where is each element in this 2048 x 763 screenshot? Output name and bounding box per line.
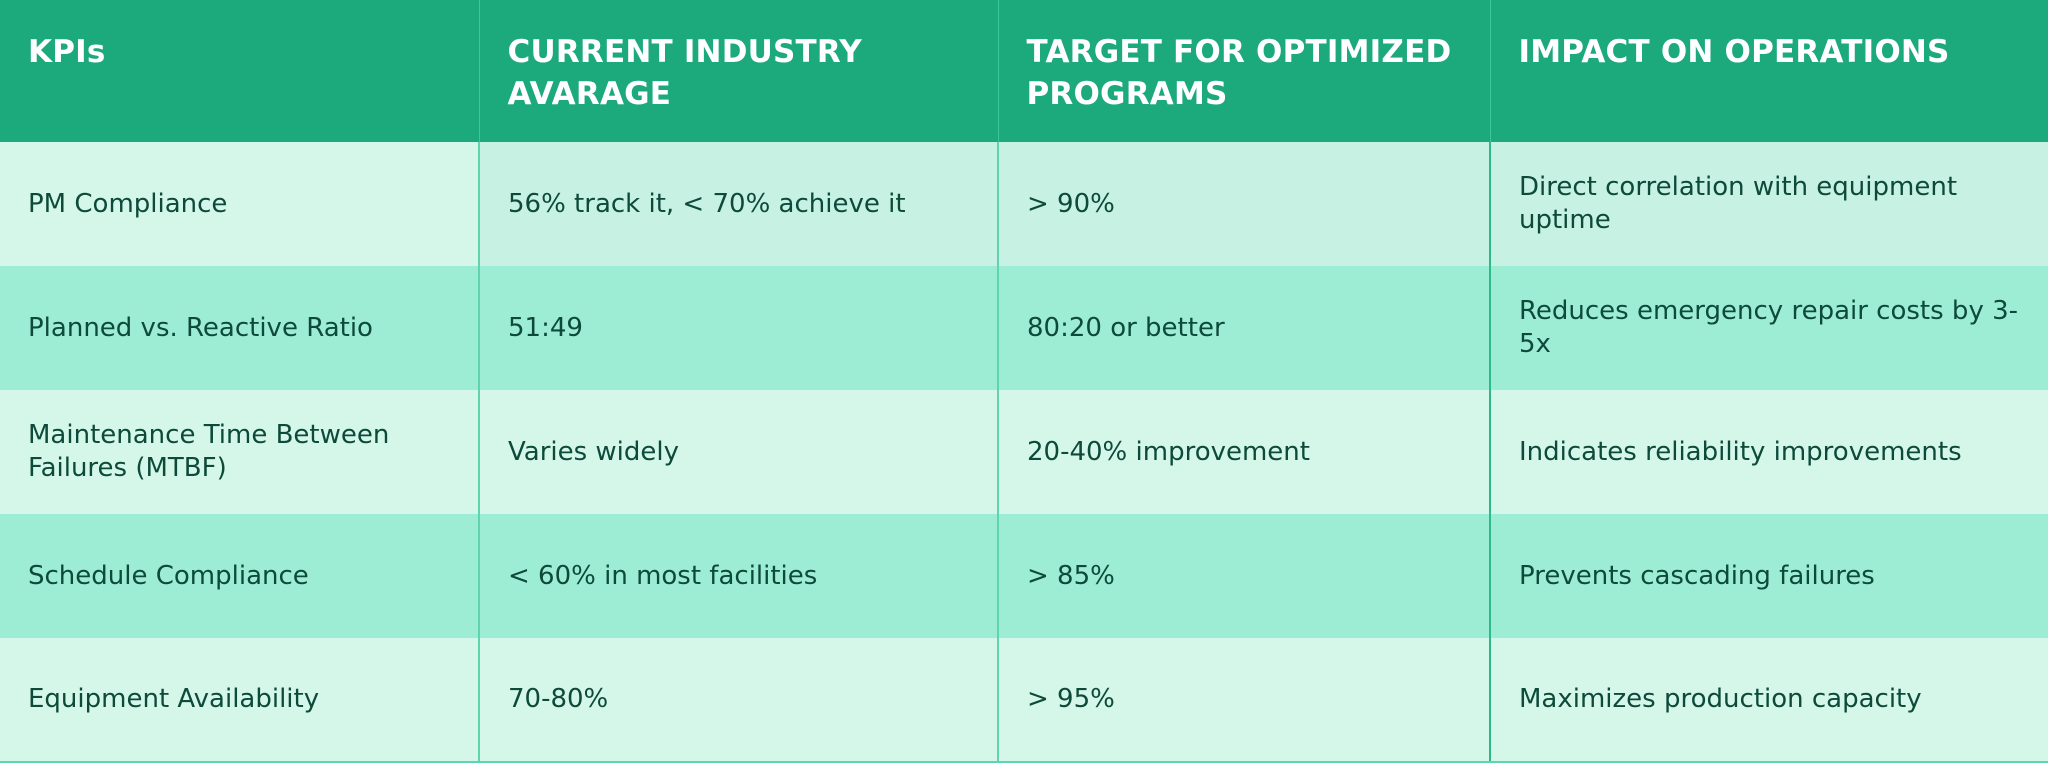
table-row: Maintenance Time Between Failures (MTBF)… <box>0 390 2048 514</box>
header-target-optimized: TARGET FOR OPTIMIZED PROGRAMS <box>998 0 1491 142</box>
table-row: Equipment Availability 70-80% > 95% Maxi… <box>0 638 2048 763</box>
table-header: KPIs CURRENT INDUSTRY AVARAGE TARGET FOR… <box>0 0 2048 142</box>
header-current-industry-average: CURRENT INDUSTRY AVARAGE <box>479 0 999 142</box>
table-row: Schedule Compliance < 60% in most facili… <box>0 514 2048 638</box>
cell-impact: Direct correlation with equipment uptime <box>1490 142 2048 266</box>
cell-current: 51:49 <box>479 266 999 390</box>
cell-current: 70-80% <box>479 638 999 763</box>
table-row: Planned vs. Reactive Ratio 51:49 80:20 o… <box>0 266 2048 390</box>
cell-kpi: PM Compliance <box>0 142 480 266</box>
cell-kpi: Equipment Availability <box>0 638 480 763</box>
cell-impact: Reduces emergency repair costs by 3-5x <box>1490 266 2048 390</box>
cell-impact: Indicates reliability improvements <box>1490 390 2048 514</box>
cell-current: 56% track it, < 70% achieve it <box>479 142 999 266</box>
cell-kpi: Planned vs. Reactive Ratio <box>0 266 480 390</box>
header-impact-operations: IMPACT ON OPERATIONS <box>1490 0 2048 142</box>
cell-kpi: Maintenance Time Between Failures (MTBF) <box>0 390 480 514</box>
cell-current: < 60% in most facilities <box>479 514 999 638</box>
table-row: PM Compliance 56% track it, < 70% achiev… <box>0 142 2048 266</box>
cell-target: > 85% <box>998 514 1491 638</box>
cell-target: > 95% <box>998 638 1491 763</box>
cell-target: 80:20 or better <box>998 266 1491 390</box>
cell-current: Varies widely <box>479 390 999 514</box>
cell-kpi: Schedule Compliance <box>0 514 480 638</box>
header-row: KPIs CURRENT INDUSTRY AVARAGE TARGET FOR… <box>0 0 2048 142</box>
cell-target: > 90% <box>998 142 1491 266</box>
cell-impact: Prevents cascading failures <box>1490 514 2048 638</box>
cell-impact: Maximizes production capacity <box>1490 638 2048 763</box>
cell-target: 20-40% improvement <box>998 390 1491 514</box>
table-body: PM Compliance 56% track it, < 70% achiev… <box>0 142 2048 763</box>
header-kpis: KPIs <box>0 0 480 142</box>
